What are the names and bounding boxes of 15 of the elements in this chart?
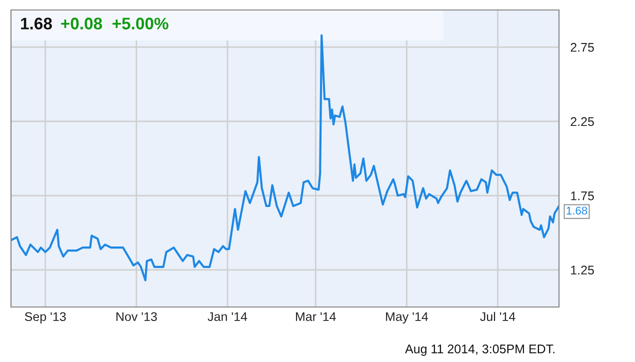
y-tick-label: 2.75: [570, 42, 594, 52]
x-tick-label: Jan '14: [208, 312, 248, 322]
text: Aug 11 2014, 3:05PM EDT.: [405, 344, 554, 356]
x-tick-label: Jul '14: [480, 312, 516, 322]
y-tick-label: 2.25: [570, 117, 594, 126]
x-tick-label: May '14: [386, 312, 428, 324]
chart-subtitle: +0.08 +5.00%: [61, 18, 168, 30]
y-tick-label: 1.75: [571, 192, 594, 200]
chart-title: 1.68: [21, 18, 52, 30]
line-series: [11, 34, 559, 282]
x-tick-label: Sep '13: [24, 312, 66, 324]
y-tick-label: 1.25: [571, 266, 594, 275]
x-tick-label: Mar '14: [296, 312, 336, 322]
x-tick-label: Nov '13: [116, 312, 157, 322]
annotation: 1.68: [566, 206, 588, 215]
